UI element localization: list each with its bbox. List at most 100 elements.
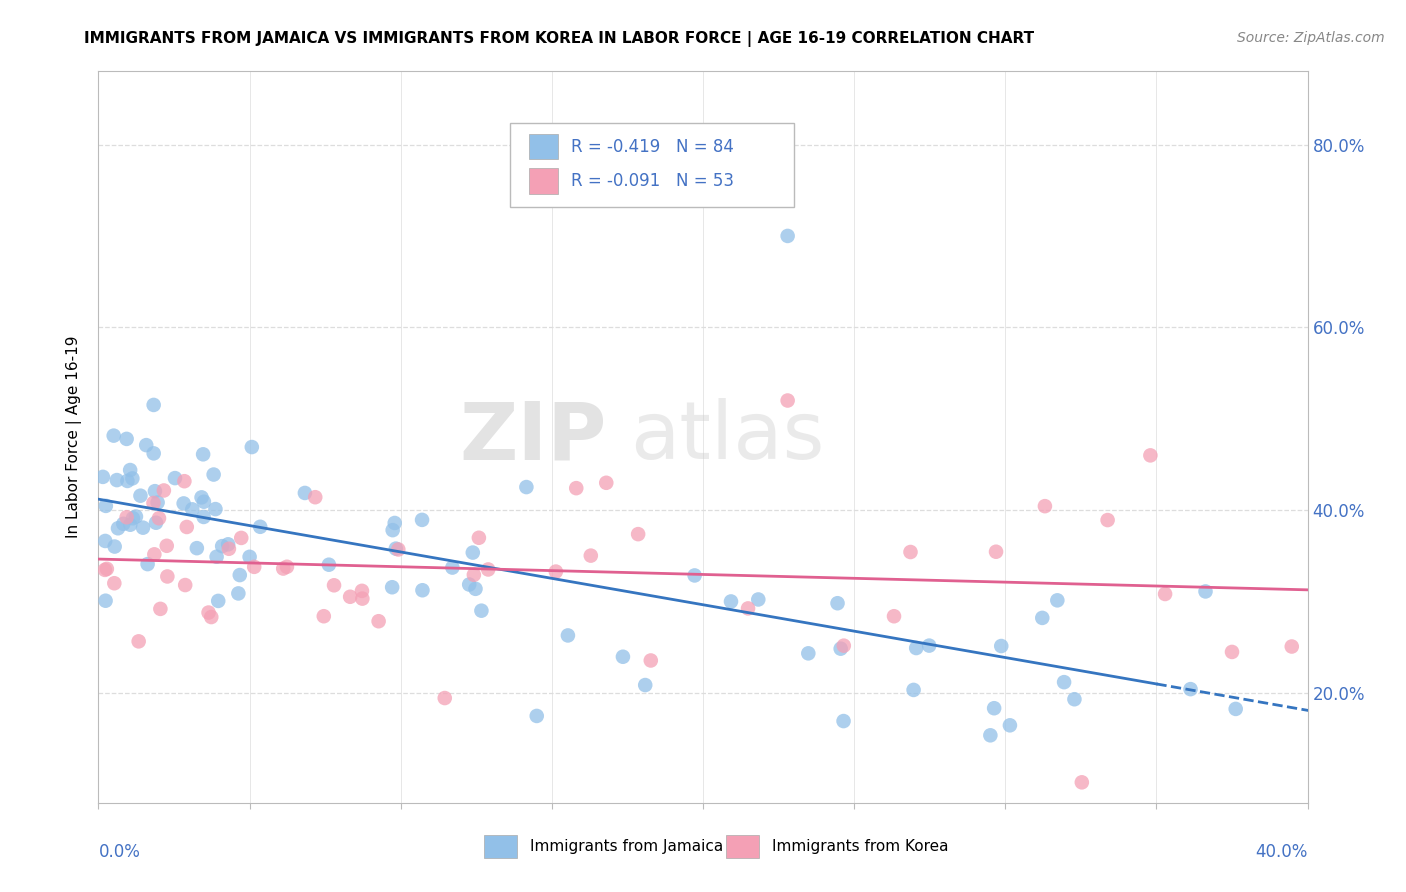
Point: [627, 527, 650, 541]
Point: [143, 484, 166, 499]
Point: [1194, 584, 1216, 599]
Point: [776, 229, 799, 244]
Point: [304, 490, 326, 504]
Point: [181, 502, 204, 516]
Point: [128, 634, 150, 648]
Point: [832, 639, 855, 653]
Point: [318, 558, 340, 572]
Point: [146, 495, 169, 509]
Point: [1154, 587, 1177, 601]
Point: [231, 531, 253, 545]
Point: [218, 541, 240, 556]
FancyBboxPatch shape: [529, 134, 558, 160]
Point: [103, 428, 125, 442]
Point: [148, 511, 170, 525]
Point: [200, 610, 222, 624]
Point: [918, 639, 941, 653]
Point: [91, 470, 114, 484]
Point: [1031, 611, 1053, 625]
Point: [129, 489, 152, 503]
Point: [612, 649, 634, 664]
Point: [747, 592, 769, 607]
Point: [634, 678, 657, 692]
Point: [312, 609, 335, 624]
Point: [384, 516, 406, 530]
Point: [229, 568, 252, 582]
Point: [191, 447, 214, 461]
Point: [1033, 499, 1056, 513]
Point: [1046, 593, 1069, 607]
Point: [463, 567, 485, 582]
Text: 0.0%: 0.0%: [98, 843, 141, 861]
Point: [411, 583, 433, 598]
Point: [205, 549, 228, 564]
Point: [411, 513, 433, 527]
Point: [470, 604, 492, 618]
Point: [120, 463, 142, 477]
Text: Immigrants from Jamaica: Immigrants from Jamaica: [530, 839, 723, 855]
Point: [228, 586, 250, 600]
Point: [142, 398, 165, 412]
Y-axis label: In Labor Force | Age 16-19: In Labor Force | Age 16-19: [66, 335, 83, 539]
Point: [640, 653, 662, 667]
Point: [1180, 682, 1202, 697]
Point: [136, 557, 159, 571]
Text: Source: ZipAtlas.com: Source: ZipAtlas.com: [1237, 31, 1385, 45]
Point: [105, 473, 128, 487]
Point: [683, 568, 706, 582]
Point: [121, 471, 143, 485]
Point: [207, 594, 229, 608]
Point: [112, 516, 135, 531]
Point: [135, 438, 157, 452]
Point: [367, 614, 389, 628]
Point: [990, 639, 1012, 653]
Point: [979, 728, 1001, 742]
Point: [176, 520, 198, 534]
Point: [1070, 775, 1092, 789]
Point: [211, 539, 233, 553]
Point: [832, 714, 855, 728]
Point: [883, 609, 905, 624]
Point: [544, 565, 567, 579]
Text: R = -0.419   N = 84: R = -0.419 N = 84: [571, 137, 734, 156]
Point: [143, 547, 166, 561]
Point: [1053, 675, 1076, 690]
Point: [190, 491, 212, 505]
Point: [240, 440, 263, 454]
Point: [339, 590, 361, 604]
Point: [477, 562, 499, 576]
Point: [276, 559, 298, 574]
Point: [830, 641, 852, 656]
Point: [103, 576, 125, 591]
Point: [173, 496, 195, 510]
FancyBboxPatch shape: [529, 169, 558, 194]
Point: [1225, 702, 1247, 716]
Point: [94, 533, 117, 548]
Point: [149, 602, 172, 616]
Point: [94, 563, 117, 577]
Point: [96, 562, 118, 576]
Point: [998, 718, 1021, 732]
Point: [142, 496, 165, 510]
Point: [381, 523, 404, 537]
Point: [193, 494, 215, 508]
Point: [186, 541, 208, 556]
Point: [441, 560, 464, 574]
Point: [204, 502, 226, 516]
Point: [737, 601, 759, 615]
Point: [579, 549, 602, 563]
Point: [903, 682, 925, 697]
Point: [243, 559, 266, 574]
Point: [385, 541, 408, 556]
Point: [433, 691, 456, 706]
Point: [1220, 645, 1243, 659]
Point: [174, 578, 197, 592]
Point: [323, 578, 346, 592]
Point: [94, 499, 117, 513]
Point: [117, 474, 139, 488]
Point: [827, 596, 849, 610]
Point: [115, 510, 138, 524]
Point: [142, 446, 165, 460]
Point: [217, 537, 239, 551]
Text: IMMIGRANTS FROM JAMAICA VS IMMIGRANTS FROM KOREA IN LABOR FORCE | AGE 16-19 CORR: IMMIGRANTS FROM JAMAICA VS IMMIGRANTS FR…: [84, 31, 1035, 47]
